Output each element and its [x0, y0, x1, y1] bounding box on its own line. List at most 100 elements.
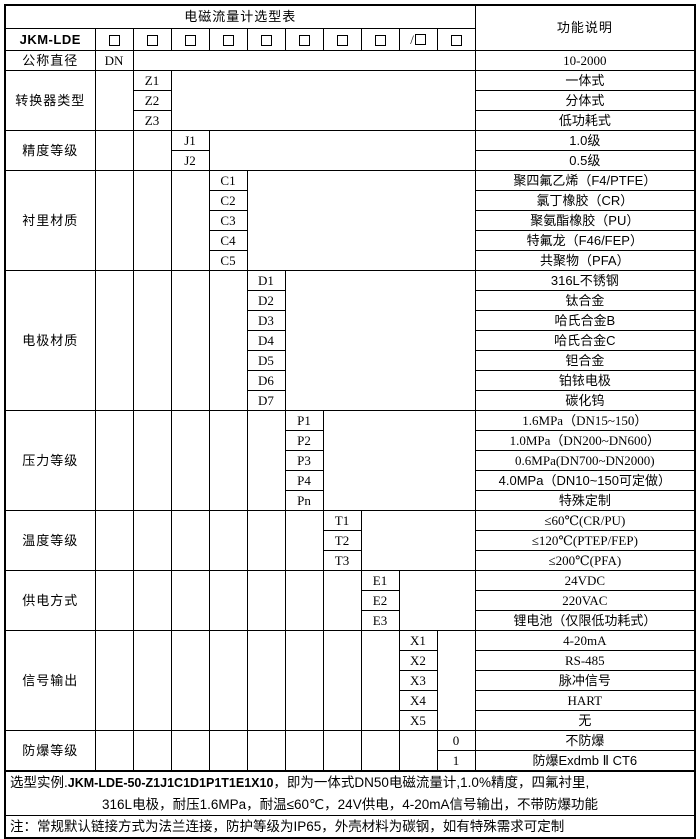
- notes-block: 选型实例.JKM-LDE-50-Z1J1C1D1P1T1E1X10，即为一体式D…: [4, 772, 696, 839]
- checkbox-icon[interactable]: [414, 34, 426, 46]
- code-cell[interactable]: T1: [322, 510, 362, 531]
- code-cell[interactable]: J1: [170, 130, 210, 151]
- table-row: 公称直径 DN 10-2000: [4, 50, 696, 71]
- checkbox-icon[interactable]: [336, 34, 348, 46]
- spacer-cell: [360, 630, 400, 731]
- spacer-cell: [170, 410, 210, 511]
- description-cell: 0.5级: [474, 150, 696, 171]
- table-row: D6 铂铱电极: [5, 370, 696, 391]
- code-box-1[interactable]: [94, 28, 134, 51]
- code-cell[interactable]: Z2: [132, 90, 172, 111]
- description-cell: 聚四氟乙烯（F4/PTFE）: [474, 170, 696, 191]
- code-cell[interactable]: P2: [284, 430, 324, 451]
- code-cell[interactable]: E3: [360, 610, 400, 631]
- spacer-cell: [208, 510, 248, 571]
- checkbox-icon[interactable]: [450, 34, 462, 46]
- table-row: D2 钛合金: [5, 290, 696, 311]
- code-cell[interactable]: D5: [246, 350, 286, 371]
- spacer-cell: [170, 510, 210, 571]
- checkbox-icon[interactable]: [222, 34, 234, 46]
- spacer-cell: [208, 410, 248, 511]
- code-box-3[interactable]: [170, 28, 210, 51]
- table-row: 转换器类型 Z1 一体式: [4, 70, 696, 131]
- table-row: D3 哈氏合金B: [5, 310, 696, 331]
- code-cell[interactable]: D6: [246, 370, 286, 391]
- code-cell[interactable]: T3: [322, 550, 362, 571]
- description-cell: 聚氨酯橡胶（PU）: [474, 210, 696, 231]
- code-box-7[interactable]: [322, 28, 362, 51]
- checkbox-icon[interactable]: [374, 34, 386, 46]
- category-5: 电极材质: [4, 270, 96, 411]
- category-7: 温度等级: [4, 510, 96, 571]
- code-cell[interactable]: P3: [284, 450, 324, 471]
- description-cell: 10-2000: [474, 50, 696, 71]
- code-cell[interactable]: Z1: [132, 70, 172, 91]
- description-cell: RS-485: [474, 650, 696, 671]
- spacer-cell: [132, 730, 172, 772]
- spacer-cell: [284, 510, 324, 571]
- code-cell[interactable]: X3: [398, 670, 438, 691]
- code-cell[interactable]: C3: [208, 210, 248, 231]
- code-cell[interactable]: D4: [246, 330, 286, 351]
- checkbox-icon[interactable]: [108, 34, 120, 46]
- code-cell[interactable]: 0: [436, 730, 476, 751]
- selection-table-sheet: 电磁流量计选型表 功能说明 JKM-LDE / 公称直径 DN 10-2000 转换器类型 Z1…: [0, 4, 700, 839]
- checkbox-icon[interactable]: [146, 34, 158, 46]
- example-line-1: 选型实例.JKM-LDE-50-Z1J1C1D1P1T1E1X10，即为一体式D…: [6, 772, 694, 794]
- code-cell[interactable]: P4: [284, 470, 324, 491]
- code-cell[interactable]: J2: [170, 150, 210, 171]
- spacer-cell: [170, 630, 210, 731]
- checkbox-icon[interactable]: [184, 34, 196, 46]
- code-cell[interactable]: D3: [246, 310, 286, 331]
- code-cell[interactable]: E2: [360, 590, 400, 611]
- code-box-10[interactable]: [436, 28, 476, 51]
- code-box-6[interactable]: [284, 28, 324, 51]
- code-cell[interactable]: D1: [246, 270, 286, 291]
- code-cell[interactable]: D2: [246, 290, 286, 311]
- code-box-8[interactable]: [360, 28, 400, 51]
- spacer-cell: [94, 70, 134, 131]
- spacer-cell: [132, 410, 172, 511]
- checkbox-icon[interactable]: [298, 34, 310, 46]
- code-cell[interactable]: D7: [246, 390, 286, 411]
- code-cell[interactable]: T2: [322, 530, 362, 551]
- code-cell[interactable]: P1: [284, 410, 324, 431]
- description-cell: 碳化钨: [474, 390, 696, 411]
- code-box-9[interactable]: /: [398, 28, 438, 51]
- code-cell[interactable]: X1: [398, 630, 438, 651]
- category-10: 防爆等级: [4, 730, 96, 772]
- table-row: E2 220VAC: [5, 590, 696, 611]
- code-cell[interactable]: C4: [208, 230, 248, 251]
- code-cell[interactable]: E1: [360, 570, 400, 591]
- example-line-2: 316L电极，耐压1.6MPa，耐温≤60℃，24V供电，4-20mA信号输出，…: [102, 796, 598, 812]
- code-box-5[interactable]: [246, 28, 286, 51]
- category-1: 公称直径: [4, 50, 96, 71]
- spacer-cell: [208, 130, 476, 171]
- code-box-2[interactable]: [132, 28, 172, 51]
- code-cell[interactable]: C1: [208, 170, 248, 191]
- spacer-cell: [94, 170, 134, 271]
- code-cell[interactable]: X4: [398, 690, 438, 711]
- table-row: X4 HART: [5, 690, 696, 711]
- table-row: T3 ≤200℃(PFA): [5, 550, 696, 571]
- description-cell: 0.6MPa(DN700~DN2000): [474, 450, 696, 471]
- code-cell[interactable]: X2: [398, 650, 438, 671]
- description-cell: 4.0MPa（DN10~150可定做）: [474, 470, 696, 491]
- code-cell[interactable]: DN: [94, 50, 134, 71]
- code-cell[interactable]: C5: [208, 250, 248, 271]
- description-cell: 钛合金: [474, 290, 696, 311]
- code-cell[interactable]: 1: [436, 750, 476, 772]
- spacer-cell: [246, 170, 476, 271]
- code-box-4[interactable]: [208, 28, 248, 51]
- code-cell[interactable]: Pn: [284, 490, 324, 511]
- code-cell[interactable]: Z3: [132, 110, 172, 131]
- spacer-cell: [132, 510, 172, 571]
- table-row: P4 4.0MPa（DN10~150可定做）: [5, 470, 696, 491]
- table-row: Pn 特殊定制: [5, 490, 696, 511]
- footnote: 注：常规默认链接方式为法兰连接，防护等级为IP65，外壳材料为碳钢，如有特殊需求…: [6, 814, 694, 837]
- description-cell: 防爆Exdmb Ⅱ CT6: [474, 750, 696, 772]
- checkbox-icon[interactable]: [260, 34, 272, 46]
- spacer-cell: [246, 510, 286, 571]
- code-cell[interactable]: C2: [208, 190, 248, 211]
- code-cell[interactable]: X5: [398, 710, 438, 731]
